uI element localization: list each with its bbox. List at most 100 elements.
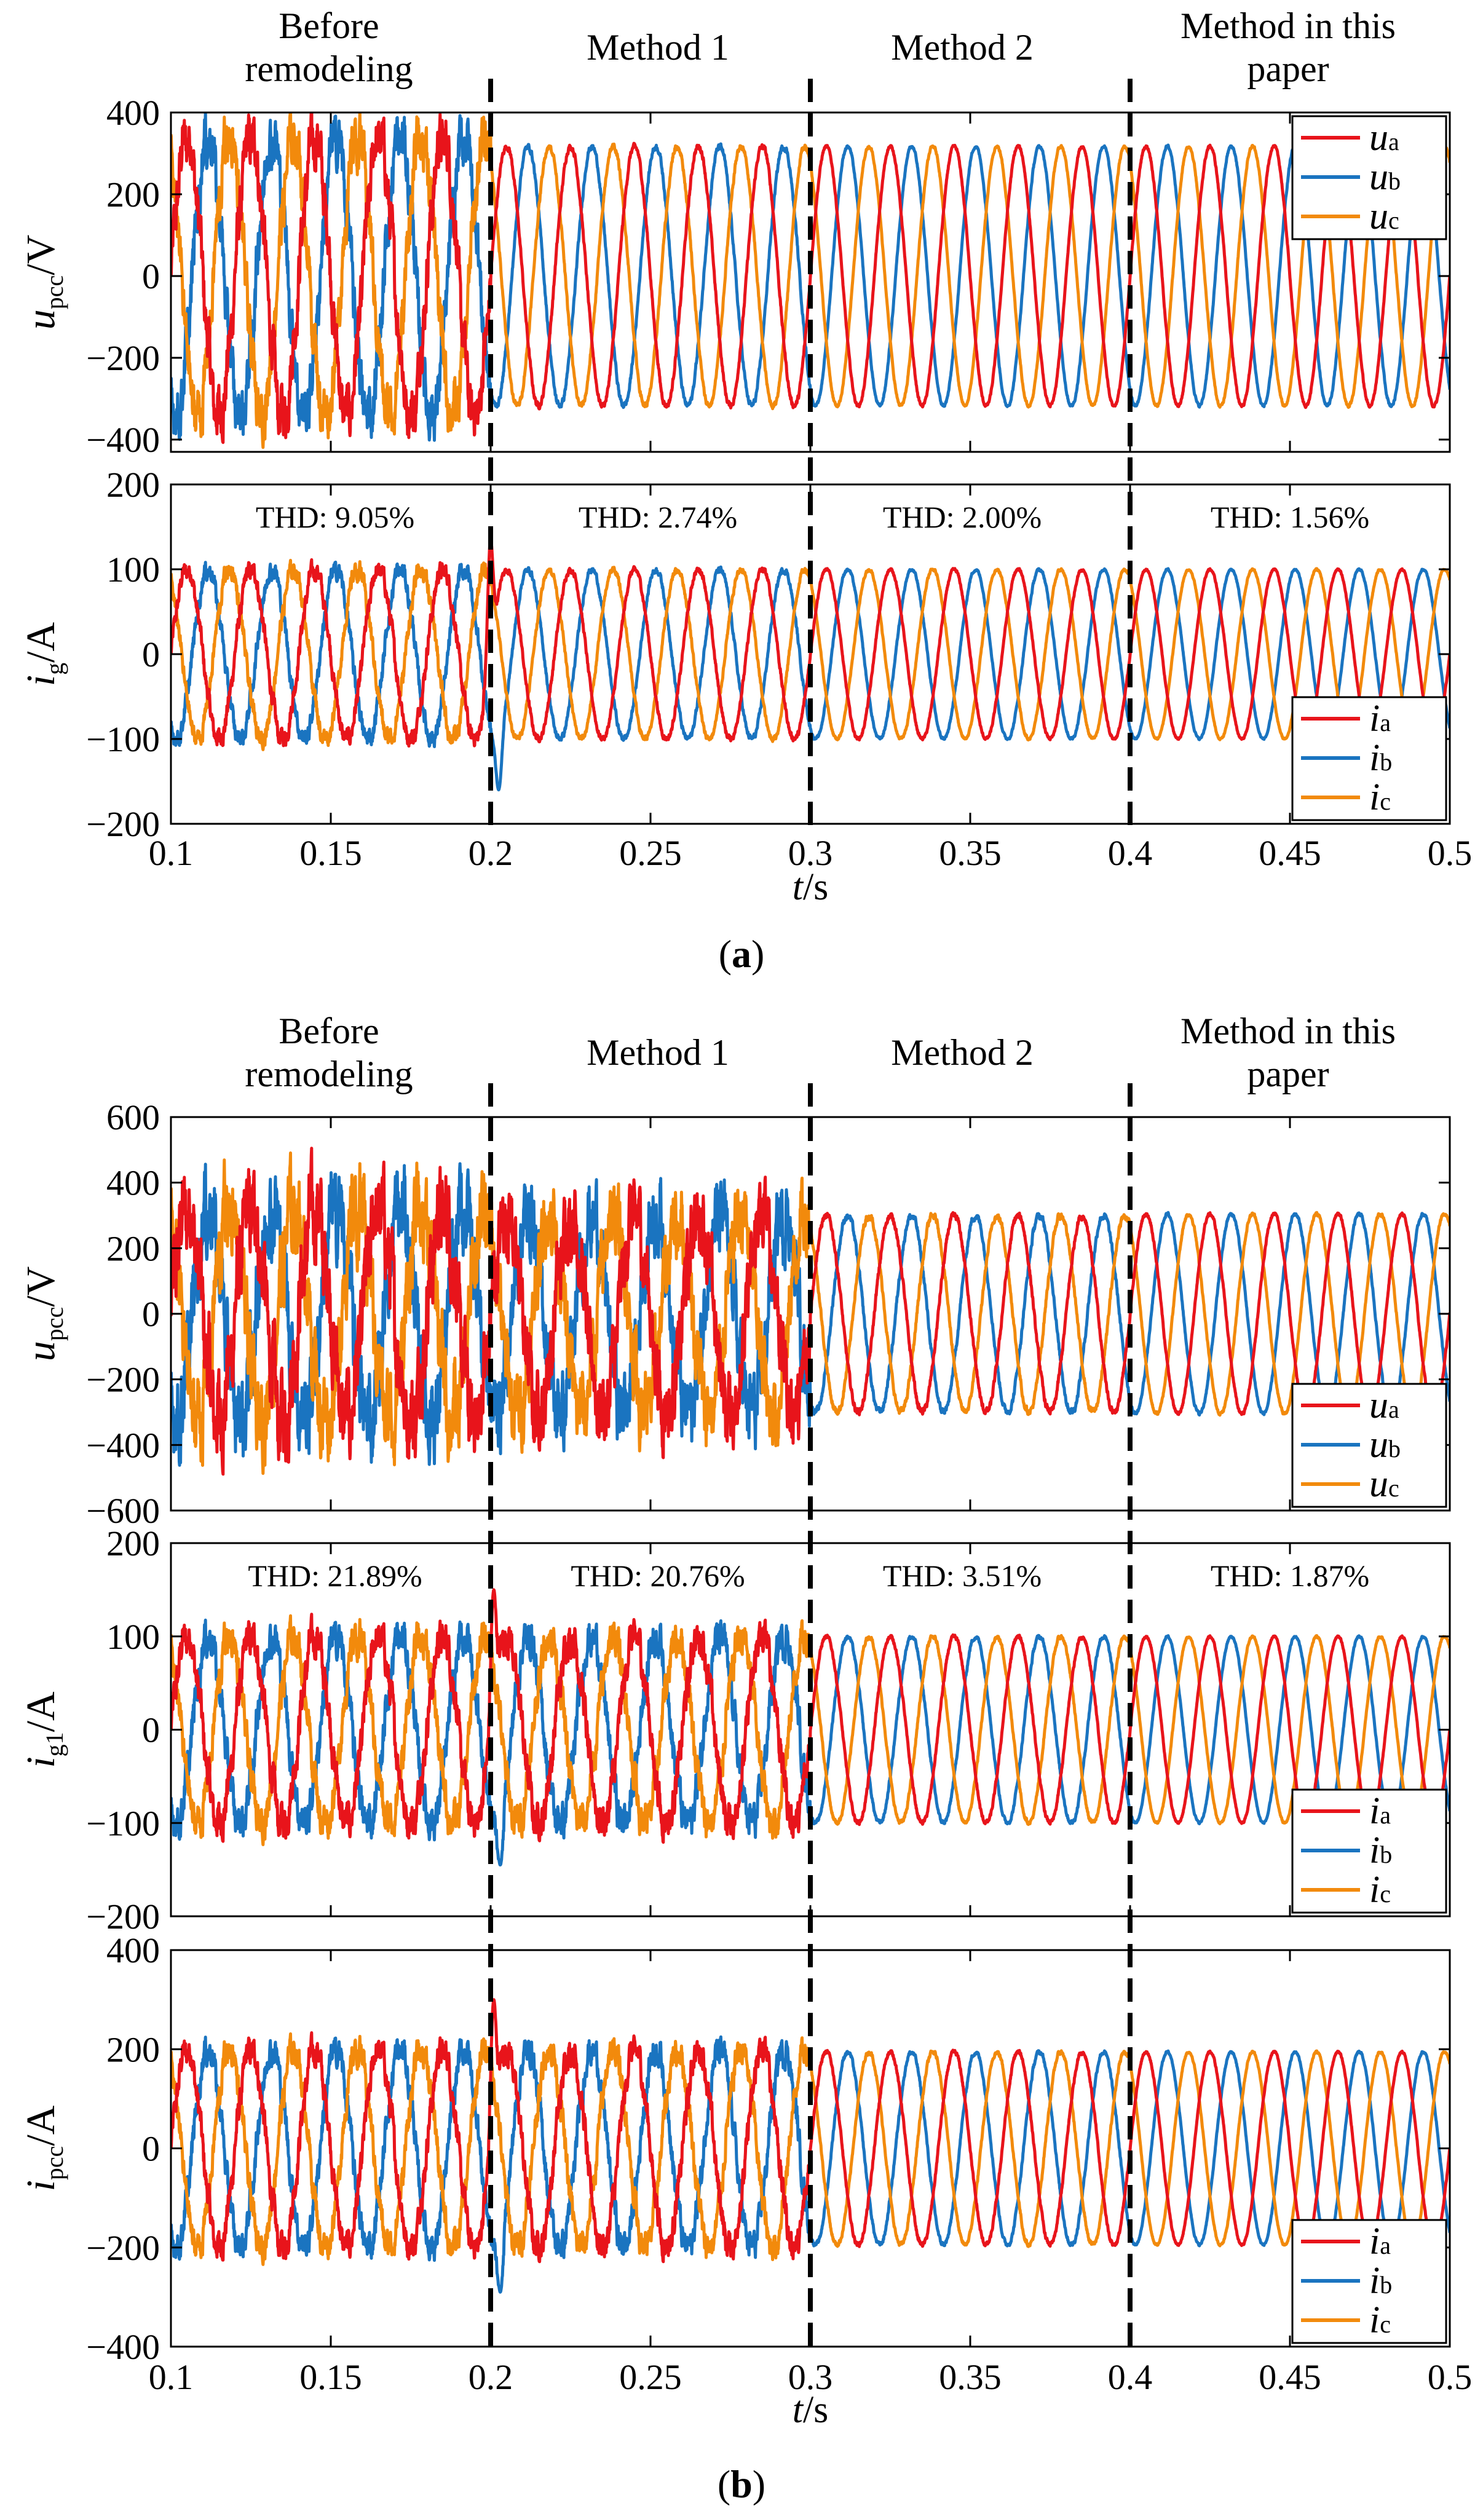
x-tick-label: 0.35 (939, 833, 1002, 873)
y-tick-label: 200 (106, 175, 160, 215)
legend-entry: ua (1369, 117, 1399, 159)
x-axis-label: t/s (793, 866, 829, 908)
y-tick-label: 200 (106, 1228, 160, 1268)
caption-paren: ( (719, 932, 732, 976)
segment-title: Method in this (1180, 1011, 1396, 1051)
y-label-symbol: i (18, 2180, 63, 2191)
legend-entry-subscript: a (1380, 709, 1391, 737)
x-tick-label: 0.2 (469, 2357, 513, 2397)
segment-title: remodeling (245, 1054, 413, 1094)
x-tick-label: 0.3 (788, 2357, 833, 2397)
thd-label: THD: 20.76% (571, 1558, 745, 1593)
y-label-symbol: i (18, 1756, 63, 1768)
legend-entry: ic (1369, 2299, 1391, 2341)
x-tick-label: 0.4 (1108, 833, 1153, 873)
legend-entry-symbol: u (1369, 196, 1388, 237)
legend-entry-subscript: b (1380, 748, 1392, 776)
legend-entry: ia (1369, 698, 1391, 740)
legend-entry: uc (1369, 1463, 1399, 1505)
y-tick-label: 400 (106, 1930, 160, 1970)
y-tick-label: 600 (106, 1097, 160, 1137)
legend-entry-subscript: c (1380, 788, 1391, 815)
y-tick-label: 200 (106, 2029, 160, 2069)
thd-label: THD: 2.74% (579, 500, 737, 534)
x-tick-label: 0.25 (619, 833, 682, 873)
y-axis-label: ipcc/A (18, 2105, 68, 2191)
y-tick-label: −200 (86, 1360, 160, 1400)
y-tick-label: 100 (106, 1617, 160, 1657)
x-tick-label: 0.1 (149, 833, 194, 873)
y-tick-label: −400 (86, 1425, 160, 1465)
legend-entry-symbol: i (1369, 776, 1380, 818)
series-a-line (171, 538, 1450, 748)
y-tick-label: 0 (142, 2129, 160, 2169)
legend-entry-subscript: c (1380, 2310, 1391, 2338)
y-tick-label: −100 (86, 719, 160, 759)
y-tick-label: −400 (86, 420, 160, 460)
x-tick-label: 0.35 (939, 2357, 1002, 2397)
caption-paren: ) (753, 2462, 765, 2506)
y-tick-label: 200 (106, 465, 160, 505)
segment-title: Method in this (1180, 6, 1396, 46)
legend-entry: ic (1369, 1869, 1391, 1911)
y-axis-label: ig/A (18, 622, 68, 686)
x-tick-label: 0.1 (149, 2357, 194, 2397)
y-tick-label: −200 (86, 338, 160, 378)
y-tick-label: 0 (142, 634, 160, 674)
y-tick-label: −200 (86, 804, 160, 844)
series-a-line (171, 1588, 1450, 1844)
series-a-line (171, 113, 1450, 444)
segment-title: Before (279, 1011, 379, 1051)
legend-entry-subscript: b (1388, 167, 1401, 195)
y-label-subscript: pcc (41, 2146, 68, 2181)
legend-entry-subscript: a (1388, 1396, 1399, 1423)
legend-entry-symbol: u (1369, 1384, 1388, 1426)
y-label-unit: /V (18, 1266, 63, 1307)
legend-entry-subscript: a (1388, 128, 1399, 156)
x-tick-label: 0.45 (1259, 833, 1321, 873)
x-tick-label: 0.4 (1108, 2357, 1153, 2397)
series-a-line (171, 1998, 1450, 2264)
x-tick-label: 0.25 (619, 2357, 682, 2397)
legend-entry-subscript: c (1380, 1880, 1391, 1908)
y-label-symbol: u (18, 309, 63, 330)
legend-entry: ib (1369, 2260, 1392, 2302)
x-label-symbol: t (793, 866, 804, 908)
legend-entry-subscript: b (1380, 1841, 1392, 1868)
legend-entry: ia (1369, 1790, 1391, 1832)
y-tick-label: −600 (86, 1491, 160, 1531)
x-label-symbol: t (793, 2389, 804, 2431)
legend-entry: ia (1369, 2221, 1391, 2262)
legend-entry: ib (1369, 1830, 1392, 1871)
thd-label: THD: 2.00% (883, 500, 1042, 534)
series-b-line (171, 560, 1450, 792)
y-tick-label: −100 (86, 1803, 160, 1843)
thd-label: THD: 9.05% (256, 500, 414, 534)
y-label-unit: /A (18, 622, 63, 662)
legend-entry: ib (1369, 737, 1392, 779)
legend-entry-symbol: u (1369, 117, 1388, 159)
segment-title: Method 2 (891, 27, 1034, 68)
segment-title: paper (1247, 1054, 1329, 1094)
legend-entry-subscript: c (1388, 207, 1399, 234)
legend-entry: ic (1369, 776, 1391, 818)
legend-entry: ua (1369, 1384, 1399, 1426)
panel-caption: (a) (719, 932, 765, 976)
x-tick-label: 0.5 (1428, 833, 1473, 873)
caption-paren: ) (751, 932, 764, 976)
y-axis-label: upcc/V (18, 235, 68, 330)
thd-label: THD: 21.89% (248, 1558, 422, 1593)
y-label-subscript: pcc (41, 275, 68, 310)
x-label-unit: /s (803, 2389, 828, 2431)
thd-label: THD: 1.87% (1211, 1558, 1369, 1593)
x-axis-label: t/s (793, 2389, 829, 2431)
legend-entry: ub (1369, 156, 1401, 198)
y-axis-label: ig1/A (18, 1691, 68, 1768)
caption-letter: b (730, 2462, 753, 2506)
